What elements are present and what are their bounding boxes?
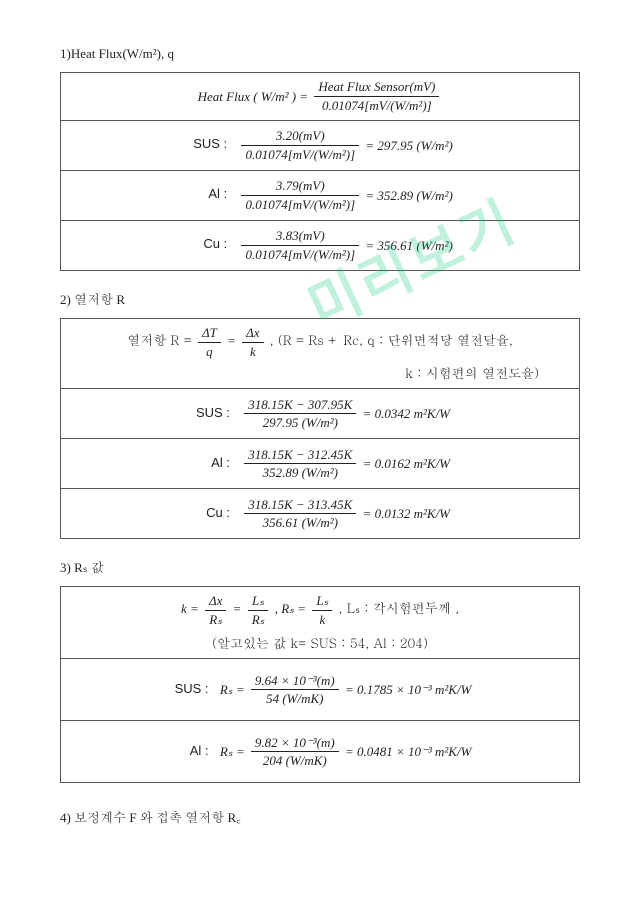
r-eq: =	[227, 333, 236, 348]
rs-f3d: k	[312, 611, 332, 628]
table-row: Al : 3.79(mV)0.01074[mV/(W/m²)] = 352.89…	[61, 171, 580, 221]
row-num: 3.20(mV)	[241, 128, 359, 146]
row-result: = 356.61 (W/m²)	[365, 238, 452, 254]
row-num: 3.79(mV)	[241, 178, 359, 196]
row-den: 356.61 (W/m²)	[244, 514, 356, 531]
section-4-title: 4) 보정계수 F 와 접촉 열저항 R꜀	[60, 807, 580, 826]
rs-f2n: Lₛ	[248, 593, 269, 611]
document-page: 1)Heat Flux(W/m²), q Heat Flux ( W/m² ) …	[0, 0, 640, 866]
rs-mid: , Rₛ =	[275, 601, 306, 616]
r-formula-line2: k : 시험편의 열전도율)	[71, 363, 569, 382]
heat-flux-formula-cell: Heat Flux ( W/m² ) = Heat Flux Sensor(mV…	[61, 73, 580, 121]
row-pre: Rₛ =	[220, 682, 245, 698]
section-3-title: 3) Rₛ 값	[60, 557, 580, 576]
section-1-title: 1)Heat Flux(W/m²), q	[60, 46, 580, 62]
row-num: 9.64 × 10⁻³(m)	[251, 673, 339, 691]
row-pre: Rₛ =	[220, 744, 245, 760]
formula-lhs: Heat Flux ( W/m² ) =	[198, 89, 309, 105]
row-den: 0.01074[mV/(W/m²)]	[241, 146, 359, 163]
row-label: Cu :	[190, 505, 230, 520]
rs-f3n: Lₛ	[312, 593, 332, 611]
row-label: SUS :	[190, 405, 230, 420]
row-den: 0.01074[mV/(W/m²)]	[241, 246, 359, 263]
formula-fraction: Heat Flux Sensor(mV) 0.01074[mV/(W/m²)]	[314, 79, 439, 113]
f2-den: k	[242, 343, 263, 360]
row-result: = 297.95 (W/m²)	[365, 138, 452, 154]
row-num: 318.15K − 307.95K	[244, 397, 356, 415]
f1-den: q	[198, 343, 221, 360]
table-row: SUS : Rₛ = 9.64 × 10⁻³(m)54 (W/mK) = 0.1…	[61, 659, 580, 721]
row-result: = 0.0481 × 10⁻³ m²K/W	[345, 744, 471, 760]
section-2-title: 2) 열저항 R	[60, 289, 580, 308]
table-row: Cu : 318.15K − 313.45K356.61 (W/m²) = 0.…	[61, 489, 580, 539]
row-result: = 0.0342 m²K/W	[363, 406, 450, 422]
row-num: 318.15K − 313.45K	[244, 497, 356, 515]
row-label: SUS :	[187, 136, 227, 151]
rs-f1d: Rₛ	[205, 611, 226, 628]
row-label: Al :	[187, 186, 227, 201]
rs-line2: (알고있는 값 k= SUS : 54, Al : 204)	[71, 633, 569, 652]
formula-numerator: Heat Flux Sensor(mV)	[314, 79, 439, 97]
row-label: SUS :	[169, 681, 209, 696]
rs-f2d: Rₛ	[248, 611, 269, 628]
table-row: Cu : 3.83(mV)0.01074[mV/(W/m²)] = 356.61…	[61, 221, 580, 271]
row-den: 0.01074[mV/(W/m²)]	[241, 196, 359, 213]
row-label: Al :	[190, 455, 230, 470]
row-label: Cu :	[187, 236, 227, 251]
table-row: SUS : 3.20(mV)0.01074[mV/(W/m²)] = 297.9…	[61, 121, 580, 171]
thermal-resistance-table: 열저항 R = ΔTq = Δxk , (R = Rs + Rc, q : 단위…	[60, 318, 580, 539]
row-result: = 0.1785 × 10⁻³ m²K/W	[345, 682, 471, 698]
row-num: 318.15K − 312.45K	[244, 447, 356, 465]
rs-formula-cell: k = ΔxRₛ = LₛRₛ , Rₛ = Lₛk , Lₛ : 각시험편두께…	[61, 587, 580, 659]
row-num: 3.83(mV)	[241, 228, 359, 246]
f1-num: ΔT	[198, 325, 221, 343]
rs-f1n: Δx	[205, 593, 226, 611]
table-row: Al : Rₛ = 9.82 × 10⁻³(m)204 (W/mK) = 0.0…	[61, 721, 580, 783]
row-den: 352.89 (W/m²)	[244, 464, 356, 481]
table-row: SUS : 318.15K − 307.95K297.95 (W/m²) = 0…	[61, 389, 580, 439]
row-label: Al :	[169, 743, 209, 758]
r-formula-pre: 열저항 R =	[127, 330, 192, 349]
row-result: = 0.0162 m²K/W	[363, 456, 450, 472]
heat-flux-table: Heat Flux ( W/m² ) = Heat Flux Sensor(mV…	[60, 72, 580, 271]
row-den: 54 (W/mK)	[251, 690, 339, 707]
thermal-r-formula-cell: 열저항 R = ΔTq = Δxk , (R = Rs + Rc, q : 단위…	[61, 319, 580, 389]
row-result: = 352.89 (W/m²)	[365, 188, 452, 204]
rs-post: , Lₛ : 각시험편두께 ,	[339, 598, 459, 617]
row-den: 204 (W/mK)	[251, 752, 339, 769]
row-den: 297.95 (W/m²)	[244, 414, 356, 431]
rs-eq1: =	[233, 601, 242, 616]
row-num: 9.82 × 10⁻³(m)	[251, 735, 339, 753]
rs-pre: k =	[181, 601, 199, 616]
table-row: Al : 318.15K − 312.45K352.89 (W/m²) = 0.…	[61, 439, 580, 489]
formula-denominator: 0.01074[mV/(W/m²)]	[314, 97, 439, 114]
rs-table: k = ΔxRₛ = LₛRₛ , Rₛ = Lₛk , Lₛ : 각시험편두께…	[60, 586, 580, 783]
f2-num: Δx	[242, 325, 263, 343]
row-result: = 0.0132 m²K/W	[363, 506, 450, 522]
r-formula-post: , (R = Rs + Rc, q : 단위면적당 열전달율,	[270, 330, 513, 349]
